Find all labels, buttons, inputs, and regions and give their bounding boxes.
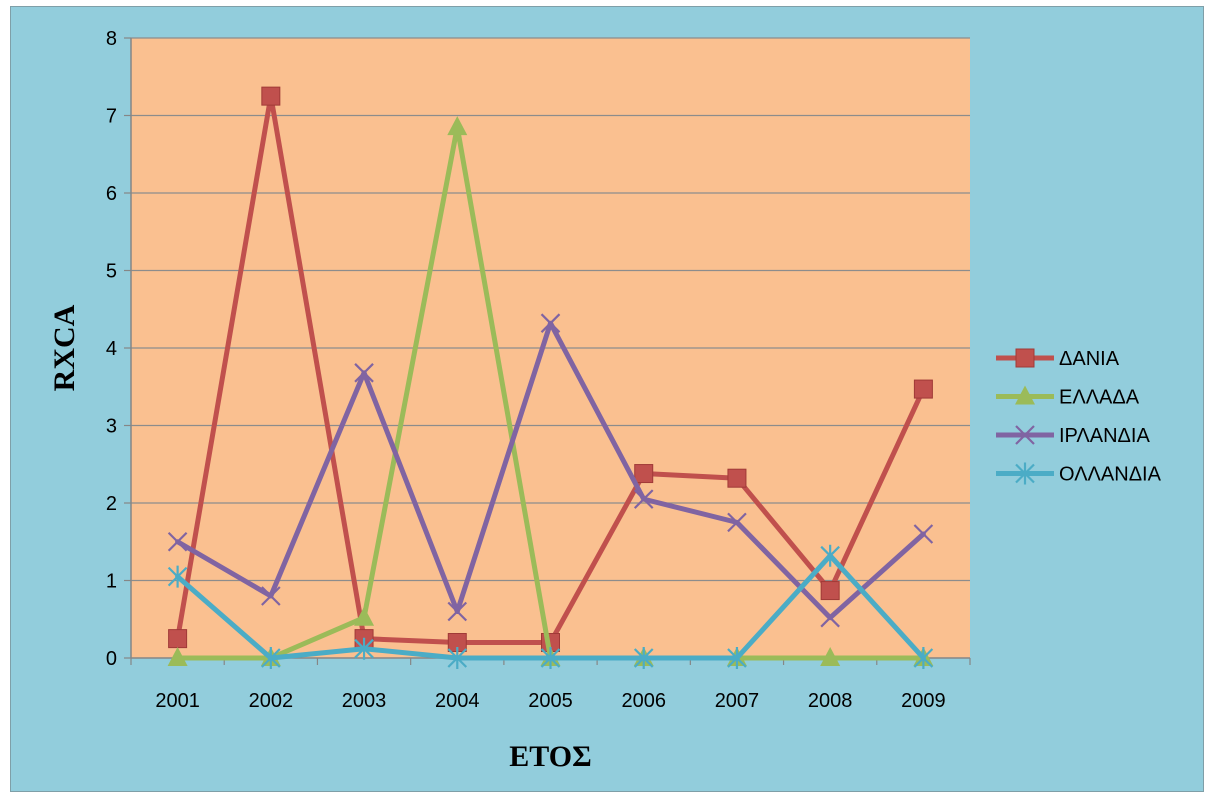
x-tick-label: 2008	[808, 690, 853, 712]
legend-entry: ΙΡΛΑΝΔΙΑ	[996, 425, 1150, 447]
data-point	[168, 629, 188, 649]
data-point	[447, 647, 468, 669]
x-tick-label: 2009	[901, 690, 946, 712]
data-point	[634, 464, 654, 484]
data-point	[167, 565, 188, 588]
data-point	[727, 647, 747, 669]
x-axis-title: ΕΤΟΣ	[509, 740, 591, 773]
data-point	[447, 601, 468, 622]
x-tick-label: 2003	[342, 690, 387, 712]
data-point	[447, 116, 468, 136]
y-tick-label: 4	[106, 338, 117, 360]
x-tick-label: 2002	[249, 690, 294, 712]
data-point	[354, 637, 374, 660]
data-point	[633, 647, 654, 669]
legend-entry: ΔΑΝΙΑ	[996, 348, 1120, 370]
legend-marker	[1015, 462, 1035, 485]
x-tick-label: 2007	[715, 690, 760, 712]
y-tick-label: 1	[106, 571, 117, 593]
gridlines	[131, 37, 970, 582]
data-point	[820, 647, 841, 666]
legend-label: ΔΑΝΙΑ	[1059, 348, 1120, 370]
y-tick-label: 0	[106, 648, 117, 670]
series-x	[167, 313, 934, 628]
y-axis-title: RXCA	[48, 304, 81, 391]
x-tick-label: 2005	[528, 690, 573, 712]
legend-marker	[1015, 385, 1035, 405]
data-point	[727, 468, 747, 488]
legend-entry: ΕΛΛΑΔΑ	[996, 385, 1140, 409]
y-tick-label: 2	[106, 493, 117, 515]
x-tick-label: 2001	[155, 690, 200, 712]
data-point	[167, 531, 188, 552]
y-tick-label: 7	[106, 106, 117, 128]
y-tick-label: 5	[106, 261, 117, 283]
data-point	[820, 544, 840, 567]
data-point	[820, 581, 840, 601]
series-layer	[167, 86, 934, 669]
x-axis-ticks: 2001 2002 2003 2004 2005 2006 2007 2008 2009	[130, 658, 971, 712]
x-tick-label: 2004	[435, 690, 480, 712]
data-point	[633, 489, 654, 509]
x-tick-label: 2006	[621, 690, 666, 712]
y-axis-ticks: 0 1 2 3 4 5 6 7 8	[106, 28, 131, 670]
data-point	[261, 647, 281, 669]
y-tick-label: 8	[106, 28, 117, 50]
legend-label: ΙΡΛΑΝΔΙΑ	[1059, 425, 1150, 447]
legend: ΔΑΝΙΑ ΕΛΛΑΔΑ ΙΡΛΑΝΔΙΑ ΟΛΛΑΝΔΙΑ	[996, 348, 1162, 486]
y-tick-label: 6	[106, 183, 117, 205]
data-point	[354, 363, 374, 383]
data-point	[261, 86, 281, 106]
legend-entry: ΟΛΛΑΝΔΙΑ	[996, 462, 1162, 486]
data-point	[913, 379, 933, 399]
legend-marker	[1015, 348, 1035, 368]
legend-marker	[1015, 425, 1035, 445]
data-point	[913, 524, 934, 544]
data-point	[820, 607, 840, 628]
data-point	[727, 512, 747, 533]
series-star	[167, 544, 934, 669]
y-tick-label: 3	[106, 416, 117, 438]
data-point	[167, 647, 188, 666]
data-point	[540, 313, 561, 333]
legend-label: ΟΛΛΑΝΔΙΑ	[1059, 464, 1162, 486]
data-point	[354, 606, 375, 626]
legend-label: ΕΛΛΑΔΑ	[1059, 387, 1140, 409]
data-point	[540, 647, 561, 669]
data-point	[913, 647, 934, 669]
data-point	[261, 586, 281, 606]
